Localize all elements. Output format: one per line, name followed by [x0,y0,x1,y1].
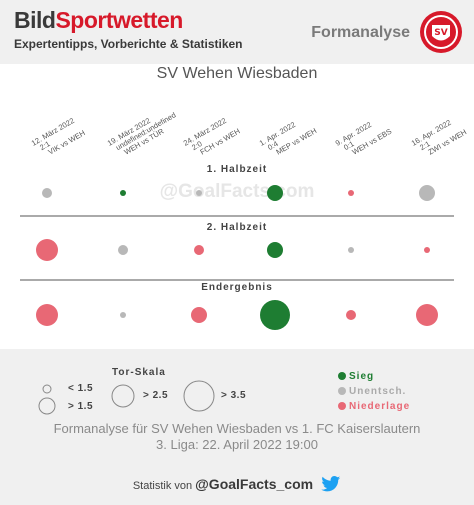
result-circle-0-5 [419,185,435,201]
brand-part-1: Bild [14,7,56,33]
caption-line-2: 3. Liga: 22. April 2022 19:00 [156,437,318,452]
caption-line-1: Formanalyse für SV Wehen Wiesbaden vs 1.… [53,421,421,436]
scale-circle-3 [111,384,135,408]
team-title: SV Wehen Wiesbaden [156,65,318,82]
result-circle-0-3 [267,185,283,201]
scale-label-4: > 3.5 [221,390,247,401]
result-circle-1-3 [267,242,283,258]
scale-circle-1 [42,384,52,394]
scale-circles [38,380,215,415]
result-circle-2-4 [346,310,356,320]
scale-circle-2 [38,397,56,415]
scale-title: Tor-Skala [112,367,166,378]
result-circle-0-2 [196,190,202,196]
watermark: @GoalFacts.com [160,181,315,202]
twitter-icon[interactable] [321,476,341,492]
result-circle-1-2 [194,245,204,255]
legend-win-dot [338,372,346,380]
result-circle-1-0 [36,239,58,261]
result-circle-1-5 [424,247,430,253]
legend-draw: Unentsch. [338,386,406,397]
scale-label-2: > 1.5 [68,401,94,412]
header-bar: BildSportwetten Expertentipps, Vorberich… [0,0,474,64]
legend-draw-dot [338,387,346,395]
row-label-1: 2. Halbzeit [207,222,267,233]
credit-prefix: Statistik von [132,480,193,492]
club-crest-icon: SV [420,11,462,53]
legend-draw-label: Unentsch. [349,386,407,397]
result-circle-2-1 [120,312,126,318]
result-circle-0-0 [42,188,52,198]
legend-win: Sieg [338,371,374,382]
result-circle-2-3 [260,300,290,330]
brand-subtitle: Expertentipps, Vorberichte & Statistiken [14,37,243,51]
legend-loss: Niederlage [338,401,410,412]
credit-line: Statistik von @GoalFacts_com [0,476,474,492]
scale-label-1: < 1.5 [68,383,94,394]
crest-text: SV [434,28,447,38]
credit-handle[interactable]: @GoalFacts_com [195,476,314,492]
header-title: Formanalyse [311,24,410,41]
legend-loss-dot [338,402,346,410]
result-circle-1-1 [118,245,128,255]
result-circle-2-0 [36,304,58,326]
scale-circle-4 [183,380,215,412]
row-label-2: Endergebnis [201,282,273,293]
result-circle-2-2 [191,307,207,323]
row-label-0: 1. Halbzeit [207,164,267,175]
legend-win-label: Sieg [349,371,375,382]
result-circle-2-5 [416,304,438,326]
legend-loss-label: Niederlage [349,401,411,412]
result-circle-1-4 [348,247,354,253]
scale-label-3: > 2.5 [143,390,169,401]
result-circle-0-4 [348,190,354,196]
brand-logo: BildSportwetten [14,7,183,33]
result-circle-0-1 [120,190,126,196]
brand-part-2: Sportwetten [55,7,183,33]
footer-panel [0,349,474,505]
